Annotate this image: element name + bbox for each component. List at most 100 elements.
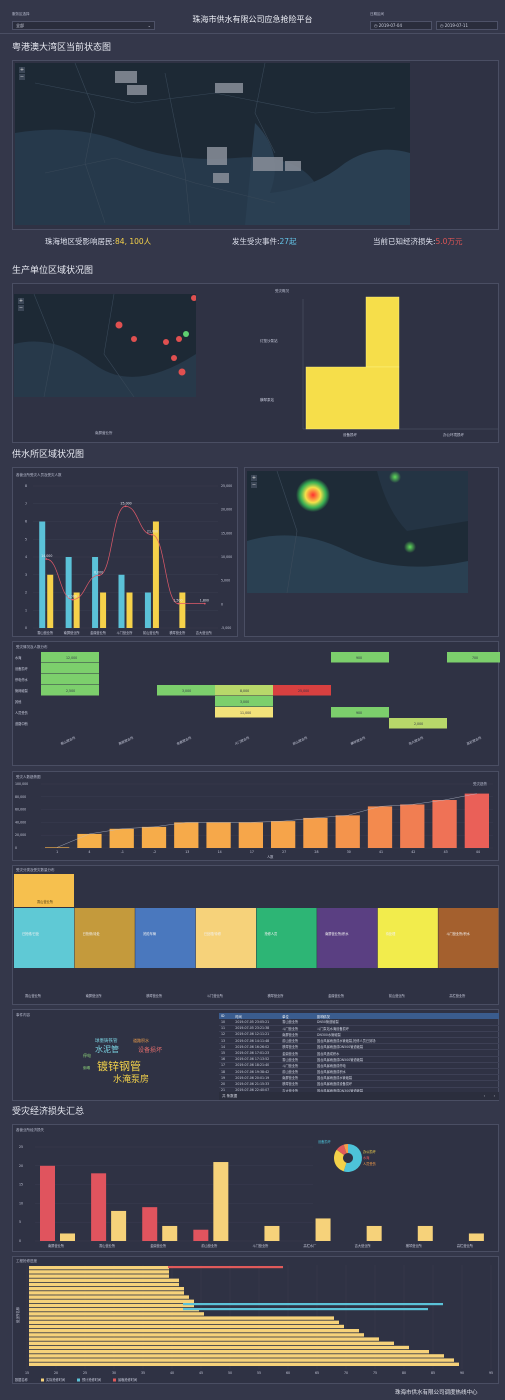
- wordcloud-word: 球墨铸铁管: [95, 1039, 118, 1044]
- table-header-cell[interactable]: 单位: [280, 1013, 316, 1019]
- pagination-prev-button[interactable]: ‹: [483, 1094, 485, 1098]
- table-cell: 前山营业所: [280, 1068, 316, 1076]
- loss-bar-a: [193, 1229, 209, 1241]
- heat-spot-c: [404, 541, 416, 553]
- trend-x-tick: 44: [476, 850, 480, 854]
- zoom-out-button[interactable]: −: [251, 482, 257, 488]
- y-left-tick: 7: [25, 502, 27, 506]
- production-map[interactable]: + −: [14, 294, 196, 397]
- section-title-waterworks: 供水所区域状况图: [12, 450, 85, 460]
- heatmap-cell: [41, 663, 99, 674]
- zoom-in-button[interactable]: +: [18, 298, 24, 304]
- table-row[interactable]: 18 2019-07-06 19:38:42 前山营业所 因台风暴雨造成积水: [219, 1068, 499, 1076]
- heatmap-cell-value: 11,000: [240, 711, 251, 715]
- table-header-cell[interactable]: ID: [219, 1013, 234, 1019]
- date-end-input[interactable]: ◷ 2019-07-11: [436, 21, 498, 30]
- hbar-overlay: [168, 1266, 283, 1269]
- trend-bar: [45, 847, 70, 848]
- zoom-in-button[interactable]: +: [19, 67, 25, 73]
- bay-area-map[interactable]: + −: [15, 63, 410, 225]
- trend-bar: [77, 833, 102, 848]
- table-footer: 共 条数据 ‹ ›: [219, 1092, 499, 1100]
- treemap-x-label: 横琴营业所: [146, 993, 163, 998]
- table-cell: 2019-07-06 20:01:19: [233, 1074, 281, 1082]
- hbar-x-tick: 90: [460, 1371, 464, 1375]
- zoom-out-button[interactable]: −: [18, 305, 24, 311]
- heatmap-col-label: 南屏营业所: [118, 734, 135, 746]
- loss-x-label: 高栏水厂: [304, 1243, 317, 1248]
- table-header-cell[interactable]: 时间: [233, 1013, 281, 1019]
- table-row[interactable]: 12 2019-07-06 12:11:21 南屏营业所 DN300水管破裂: [219, 1031, 499, 1039]
- loss-x-label: 香山营业所: [99, 1243, 116, 1248]
- hbar-legend-label: 预计抢修时间: [82, 1377, 101, 1382]
- y-left-tick: 3: [25, 573, 27, 577]
- pie-slice: [334, 1149, 347, 1172]
- table-row[interactable]: 20 2019-07-06 21:15:33 横琴营业所 因台风暴雨造成设备损坏: [219, 1080, 499, 1088]
- treemap-x-label: 金鼎营业所: [328, 993, 345, 998]
- pie-label: 人员受伤: [363, 1161, 376, 1166]
- table-cell: 斗门营业所: [280, 1062, 316, 1070]
- hbar-overlay: [183, 1308, 428, 1311]
- table-row[interactable]: 16 2019-07-06 17:13:52 香山营业所 因台风暴雨造成DN500管道…: [219, 1056, 499, 1063]
- hbar: [29, 1270, 169, 1274]
- table-cell: DN300水管破裂: [315, 1031, 499, 1039]
- line-point: [98, 574, 100, 577]
- trend-bar: [271, 821, 296, 848]
- y-left-tick: 1: [25, 608, 27, 612]
- line-point: [151, 533, 153, 536]
- hbar-x-tick: 70: [344, 1371, 348, 1375]
- trend-y-tick: 40,000: [15, 820, 26, 824]
- heatmap-cell: [331, 652, 389, 663]
- service-area-select[interactable]: 全部 ⌄: [12, 21, 155, 30]
- zoom-in-button[interactable]: +: [251, 475, 257, 481]
- loss-x-label: 高栏营业所: [457, 1243, 474, 1248]
- pie-label: 设备损坏: [318, 1139, 332, 1144]
- pagination-next-button[interactable]: ›: [493, 1094, 495, 1098]
- production-markers: [115, 295, 196, 376]
- heatmap-row-label: 水淹: [15, 655, 22, 660]
- loss-y-tick: 5: [19, 1220, 21, 1224]
- progress-panel: 工程抢修进度 15 20 25 30 35 40 45 50 55 60 65 70 75 80 85 90 9…: [12, 1256, 499, 1384]
- table-row[interactable]: 17 2019-07-06 18:21:40 斗门营业所 因台风暴雨造成停电: [219, 1062, 499, 1070]
- table-row[interactable]: 19 2019-07-06 20:01:19 南屏营业所 因台风暴雨造成水管破裂: [219, 1074, 499, 1082]
- treemap-block-label: 抢险车辆: [143, 931, 157, 936]
- heatmap-cell: [215, 685, 273, 696]
- production-chart-title: 受灾概况: [275, 289, 289, 293]
- xlabel-0: 设备损坏: [343, 432, 357, 437]
- x-tick-label: 香山营业所: [37, 630, 54, 635]
- table-row[interactable]: 11 2019-07-05 23:21:38 斗门营业所 斗门泵站水淹设备损坏: [219, 1025, 499, 1032]
- service-area-select-value: 全部: [16, 23, 24, 28]
- calendar-icon: ◷: [440, 23, 445, 28]
- table-cell: 18: [219, 1068, 234, 1076]
- heatmap-cell-value: 12,000: [66, 656, 77, 660]
- heatmap-row-label: 道路中断: [15, 721, 29, 726]
- table-row[interactable]: 13 2019-07-06 14:11:48 前山营业所 因台风暴雨造成水管破裂,抢修…: [219, 1037, 499, 1045]
- table-cell: 因台风暴雨造成设备损坏: [315, 1080, 499, 1088]
- zoom-out-button[interactable]: −: [19, 74, 25, 80]
- hbar-legend-label: 最晚抢修时间: [118, 1377, 137, 1382]
- production-map-zoom: + −: [18, 298, 24, 312]
- section-title-loss: 受灾经济损失汇总: [12, 1107, 85, 1117]
- y-left-tick: 8: [25, 484, 27, 488]
- heatmap-row-label: 设备损坏: [15, 666, 29, 671]
- trend-panel: 受灾人数趋势图 受灾趋势 0 20,000 40,000 60,000 80,000 10…: [12, 771, 499, 861]
- table-cell: 2019-07-06 19:38:42: [233, 1068, 281, 1076]
- table-row[interactable]: 10 2019-07-05 23:05:21 香山营业所 DN50管道破裂: [219, 1019, 499, 1026]
- bar-a: [118, 574, 125, 628]
- pie-slice: [343, 1144, 362, 1172]
- treemap-block-label: 香山营业所: [37, 899, 54, 904]
- heatmap-cell: [157, 685, 215, 696]
- bar-a: [65, 557, 72, 628]
- table-header-cell[interactable]: 影响情况: [315, 1013, 499, 1019]
- hbar-legend-title: 数据名称: [15, 1377, 29, 1382]
- y-right-tick: 20,000: [221, 508, 232, 512]
- table-row[interactable]: 14 2019-07-06 16:26:02 横琴营业所 因台风暴雨造成DN500管道…: [219, 1043, 499, 1051]
- table-cell: 2019-07-06 16:26:02: [233, 1043, 281, 1051]
- table-row[interactable]: 15 2019-07-06 17:01:23 金鼎营业所 因台风造成积水: [219, 1049, 499, 1057]
- date-start-input[interactable]: ◷ 2019-07-04: [370, 21, 432, 30]
- y-left-tick: 5: [25, 537, 27, 541]
- waterworks-map[interactable]: + −: [247, 471, 468, 593]
- hbar-x-tick: 80: [402, 1371, 406, 1375]
- heatmap-cell: [215, 696, 273, 707]
- treemap-block: [14, 908, 75, 968]
